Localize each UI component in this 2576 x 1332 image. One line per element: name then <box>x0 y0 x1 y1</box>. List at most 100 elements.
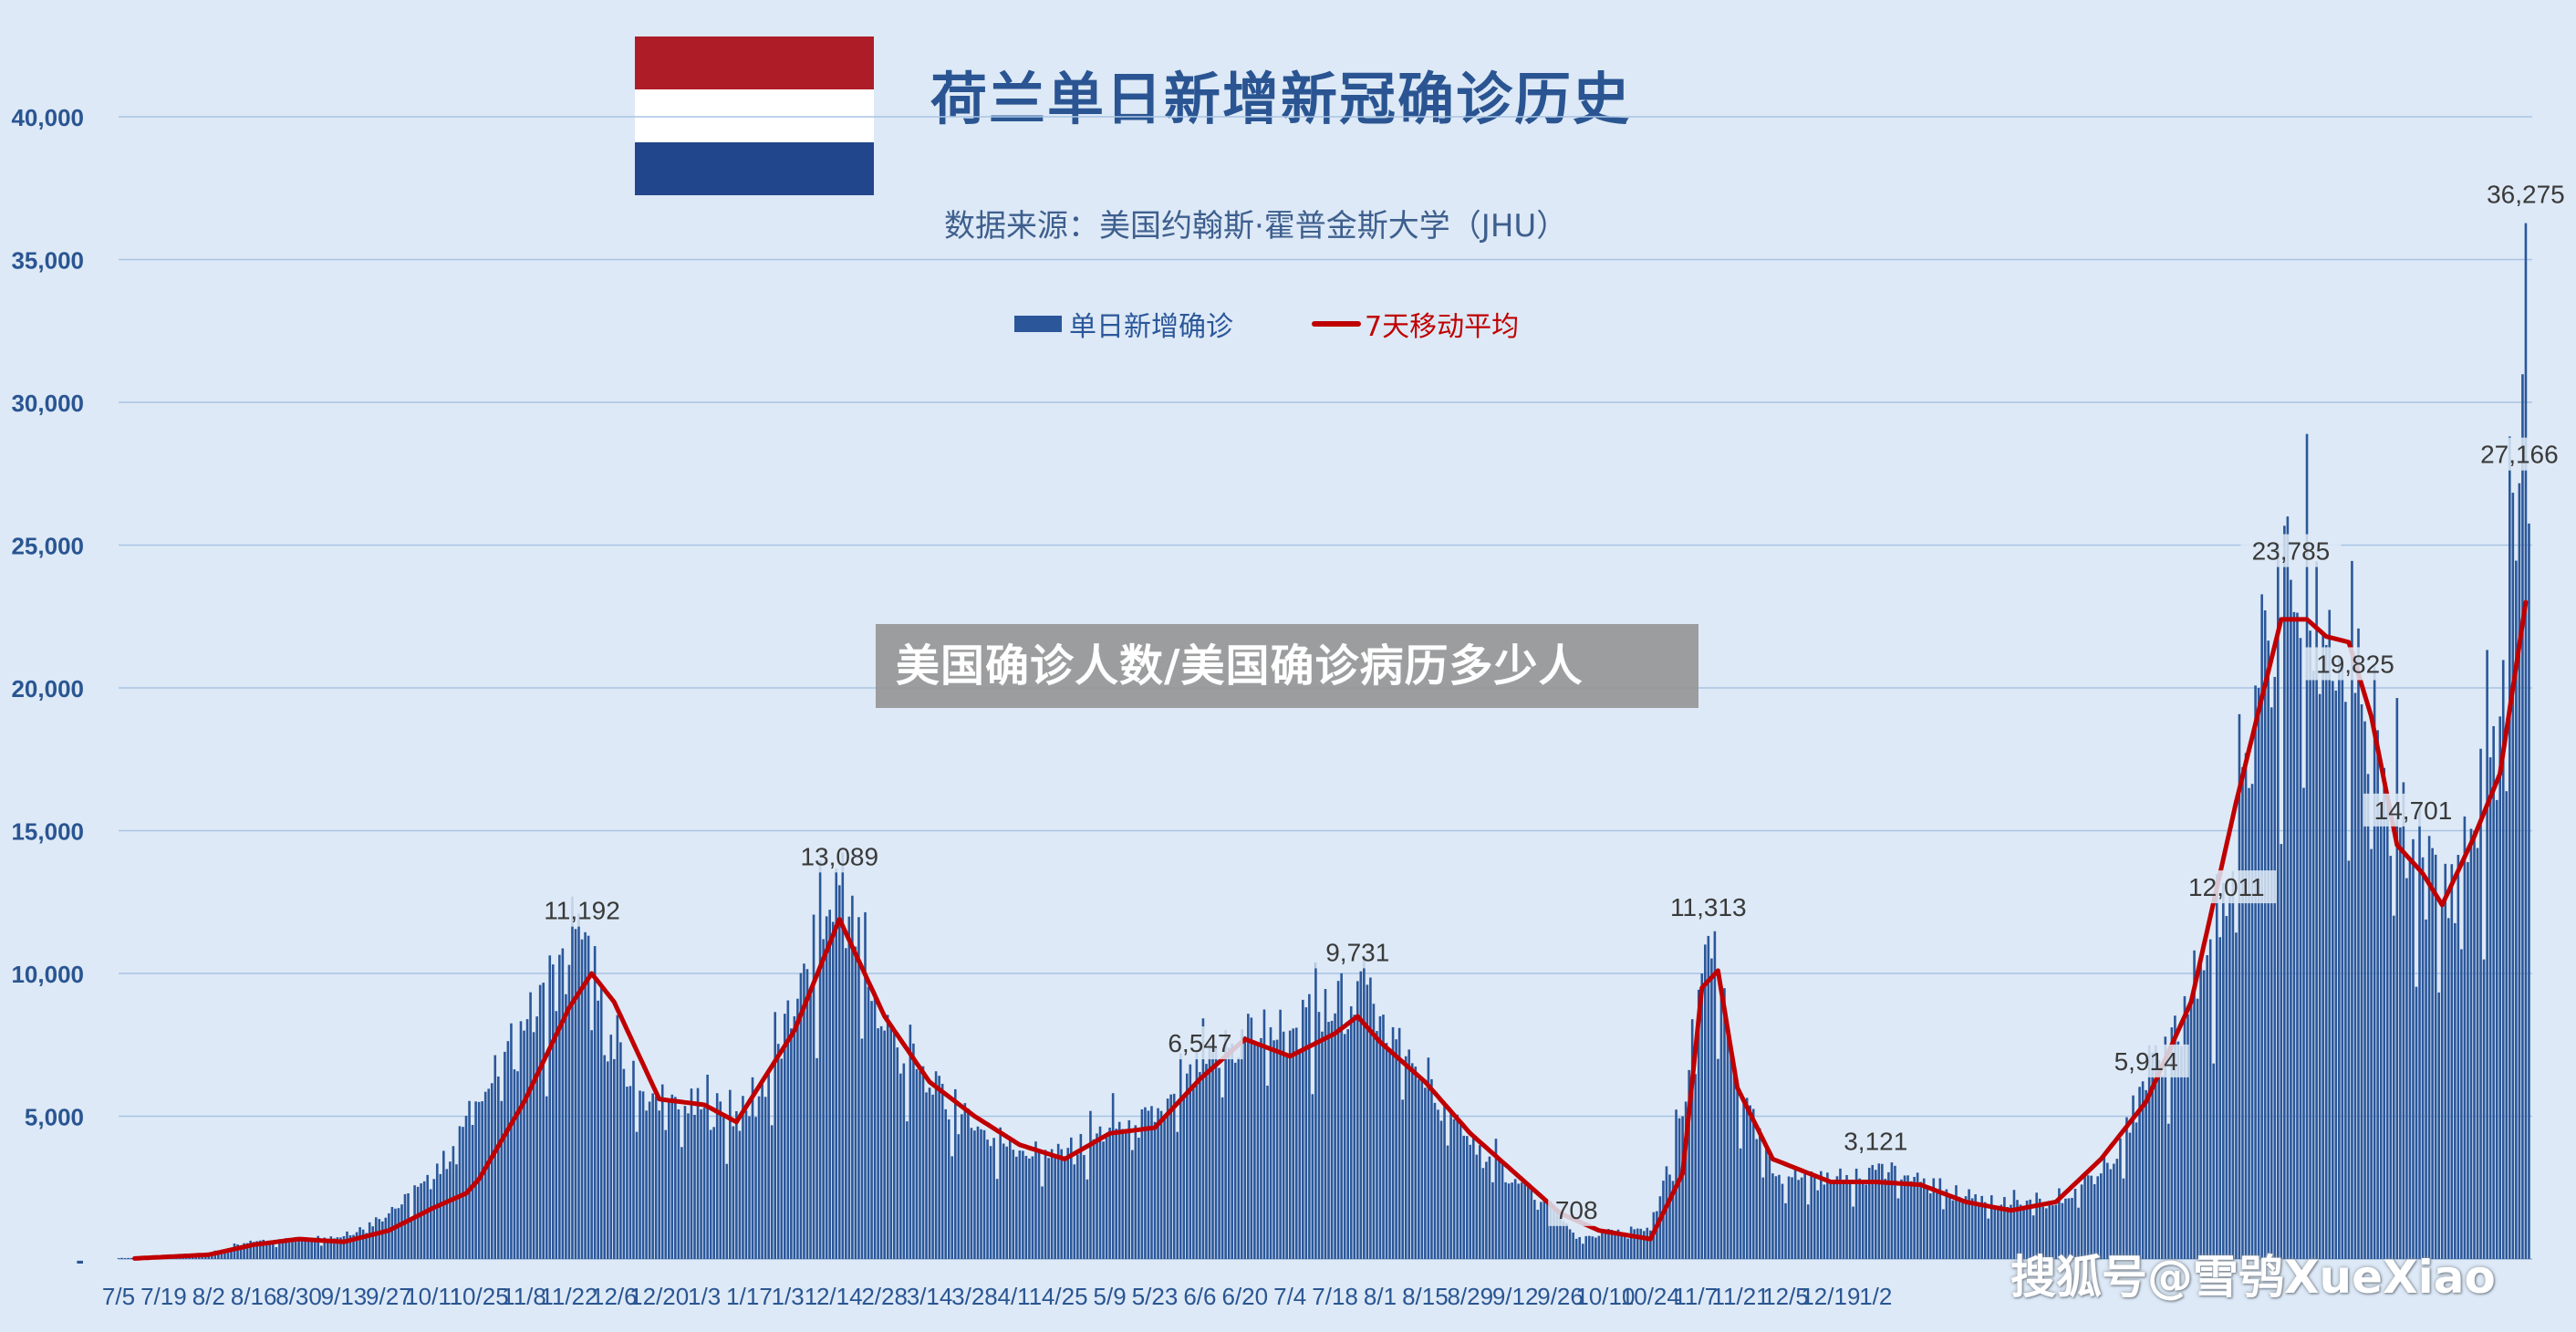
y-tick-label: 10,000 <box>11 961 84 988</box>
bar <box>2299 638 2302 1259</box>
bar <box>2189 1002 2193 1259</box>
bar <box>1906 1175 1909 1259</box>
bar <box>2505 791 2508 1259</box>
bar <box>2031 1215 2035 1259</box>
bar <box>1597 1235 1601 1259</box>
bar <box>1761 1177 1765 1259</box>
bar <box>1787 1176 1791 1259</box>
bar <box>529 992 532 1259</box>
bar <box>416 1186 420 1259</box>
bar <box>2241 766 2244 1259</box>
bar <box>2132 1095 2135 1259</box>
data-label: 11,313 <box>1670 893 1747 921</box>
bar <box>2083 1175 2086 1259</box>
bar <box>2145 1089 2147 1259</box>
bar <box>2486 650 2488 1259</box>
bar <box>1656 1211 1658 1259</box>
bar <box>2412 838 2415 1259</box>
bar <box>532 1032 535 1259</box>
bar <box>1694 1074 1698 1259</box>
bar <box>1710 958 1713 1259</box>
bar <box>1755 1139 1759 1259</box>
bar <box>297 1239 300 1259</box>
bar <box>2164 1036 2167 1259</box>
bar <box>973 1130 976 1259</box>
bar <box>1189 1064 1192 1259</box>
bar <box>2385 802 2389 1259</box>
bar <box>1353 1015 1356 1259</box>
bar <box>336 1237 339 1259</box>
bar <box>628 1086 632 1259</box>
bar <box>2286 516 2290 1259</box>
bar <box>1980 1195 1984 1259</box>
bar <box>2096 1176 2100 1259</box>
bar <box>680 1147 683 1259</box>
x-tick-label: 11/21 <box>1712 1283 1770 1310</box>
bar <box>1520 1182 1523 1259</box>
bar <box>1919 1181 1922 1259</box>
bar <box>1424 1087 1427 1259</box>
bar <box>2524 223 2528 1259</box>
chart-title: 荷兰单日新增新冠确诊历史 <box>930 66 1632 132</box>
bar <box>1903 1175 1906 1259</box>
bar <box>896 1047 899 1259</box>
bar <box>355 1232 358 1259</box>
bar <box>1926 1185 1929 1259</box>
bar <box>2038 1198 2041 1259</box>
bar <box>1121 1129 1125 1259</box>
bar <box>1256 1044 1260 1259</box>
bar <box>422 1181 426 1259</box>
data-label-bg <box>2103 1044 2189 1077</box>
bar <box>2016 1200 2019 1259</box>
bar <box>1247 1014 1250 1259</box>
bar <box>127 1257 130 1259</box>
bar <box>2244 753 2248 1259</box>
bar <box>339 1237 342 1259</box>
bar <box>957 1134 961 1259</box>
bar <box>1288 1030 1292 1259</box>
bar <box>719 1101 722 1259</box>
bar <box>2067 1198 2071 1259</box>
bar <box>1102 1141 1105 1259</box>
bar <box>584 931 587 1259</box>
moving-average-line <box>132 599 2529 1261</box>
bar <box>2106 1162 2109 1259</box>
bar <box>445 1169 449 1259</box>
flag-white-stripe <box>635 89 874 142</box>
bar <box>1459 1123 1462 1259</box>
bar <box>410 1218 413 1259</box>
bar <box>597 1000 599 1259</box>
bar <box>857 917 860 1259</box>
bar <box>1481 1168 1485 1259</box>
bar <box>380 1221 384 1259</box>
bar <box>1938 1178 1942 1259</box>
bar <box>545 1096 548 1259</box>
bar <box>2360 704 2363 1259</box>
bar <box>1079 1133 1083 1259</box>
bar <box>1153 1121 1157 1259</box>
bar <box>535 1016 538 1259</box>
bar <box>754 1117 757 1259</box>
bar <box>1835 1176 1839 1259</box>
data-label: 13,089 <box>800 842 878 870</box>
bar <box>1546 1202 1549 1259</box>
bar <box>516 1071 519 1259</box>
bar <box>1140 1108 1144 1259</box>
bar <box>2515 560 2518 1259</box>
bar <box>464 1116 468 1259</box>
bar <box>982 1129 986 1259</box>
bar <box>1227 1047 1231 1259</box>
bar <box>2174 1015 2176 1259</box>
bar <box>1439 1120 1443 1259</box>
bar <box>1649 1230 1652 1259</box>
bar <box>1012 1150 1015 1259</box>
bar <box>2071 1198 2073 1259</box>
bar <box>1549 1201 1553 1259</box>
bar <box>1437 1109 1439 1259</box>
bar <box>1729 1049 1732 1259</box>
bar <box>783 1014 786 1259</box>
bar <box>1526 1185 1530 1259</box>
bar <box>272 1242 275 1259</box>
bar <box>870 1001 873 1259</box>
bar <box>1275 1039 1279 1259</box>
